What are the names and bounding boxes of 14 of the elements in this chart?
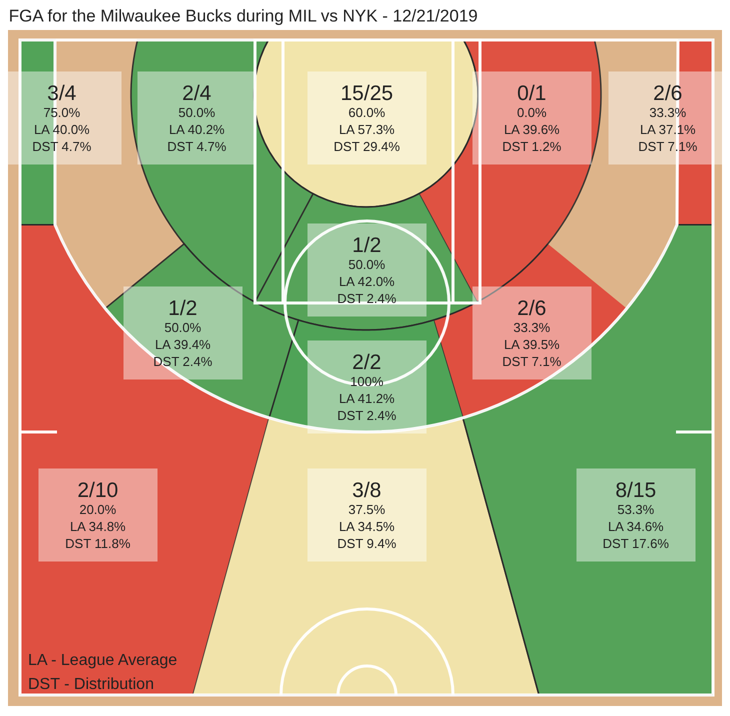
data-label: 2/2 100% LA 41.2% DST 2.4%: [337, 351, 397, 423]
text: DST - Distribution: [28, 676, 154, 693]
data-label: 2/6 33.3% LA 39.5% DST 7.1%: [502, 297, 562, 369]
data-label: 2/4 50.0% LA 40.2% DST 4.7%: [167, 82, 227, 154]
data-label: 1/2 50.0% LA 42.0% DST 2.4%: [337, 234, 397, 306]
data-label: 3/8 37.5% LA 34.5% DST 9.4%: [337, 479, 397, 551]
data-label: 2/6 33.3% LA 37.1% DST 7.1%: [638, 82, 698, 154]
data-label: 2/10 20.0% LA 34.8% DST 11.8%: [65, 479, 131, 551]
text: FGA for the Milwaukee Bucks during MIL vs NYK - 12/21/2019: [8, 6, 478, 26]
text: LA - League Average: [28, 652, 178, 669]
data-label: 15/25 60.0% LA 57.3% DST 29.4%: [334, 82, 400, 154]
data-label: 8/15 53.3% LA 34.6% DST 17.6%: [602, 479, 670, 551]
data-label: 0/1 0.0% LA 39.6% DST 1.2%: [502, 82, 562, 154]
data-label: 1/2 50.0% LA 39.4% DST 2.4%: [153, 297, 213, 369]
